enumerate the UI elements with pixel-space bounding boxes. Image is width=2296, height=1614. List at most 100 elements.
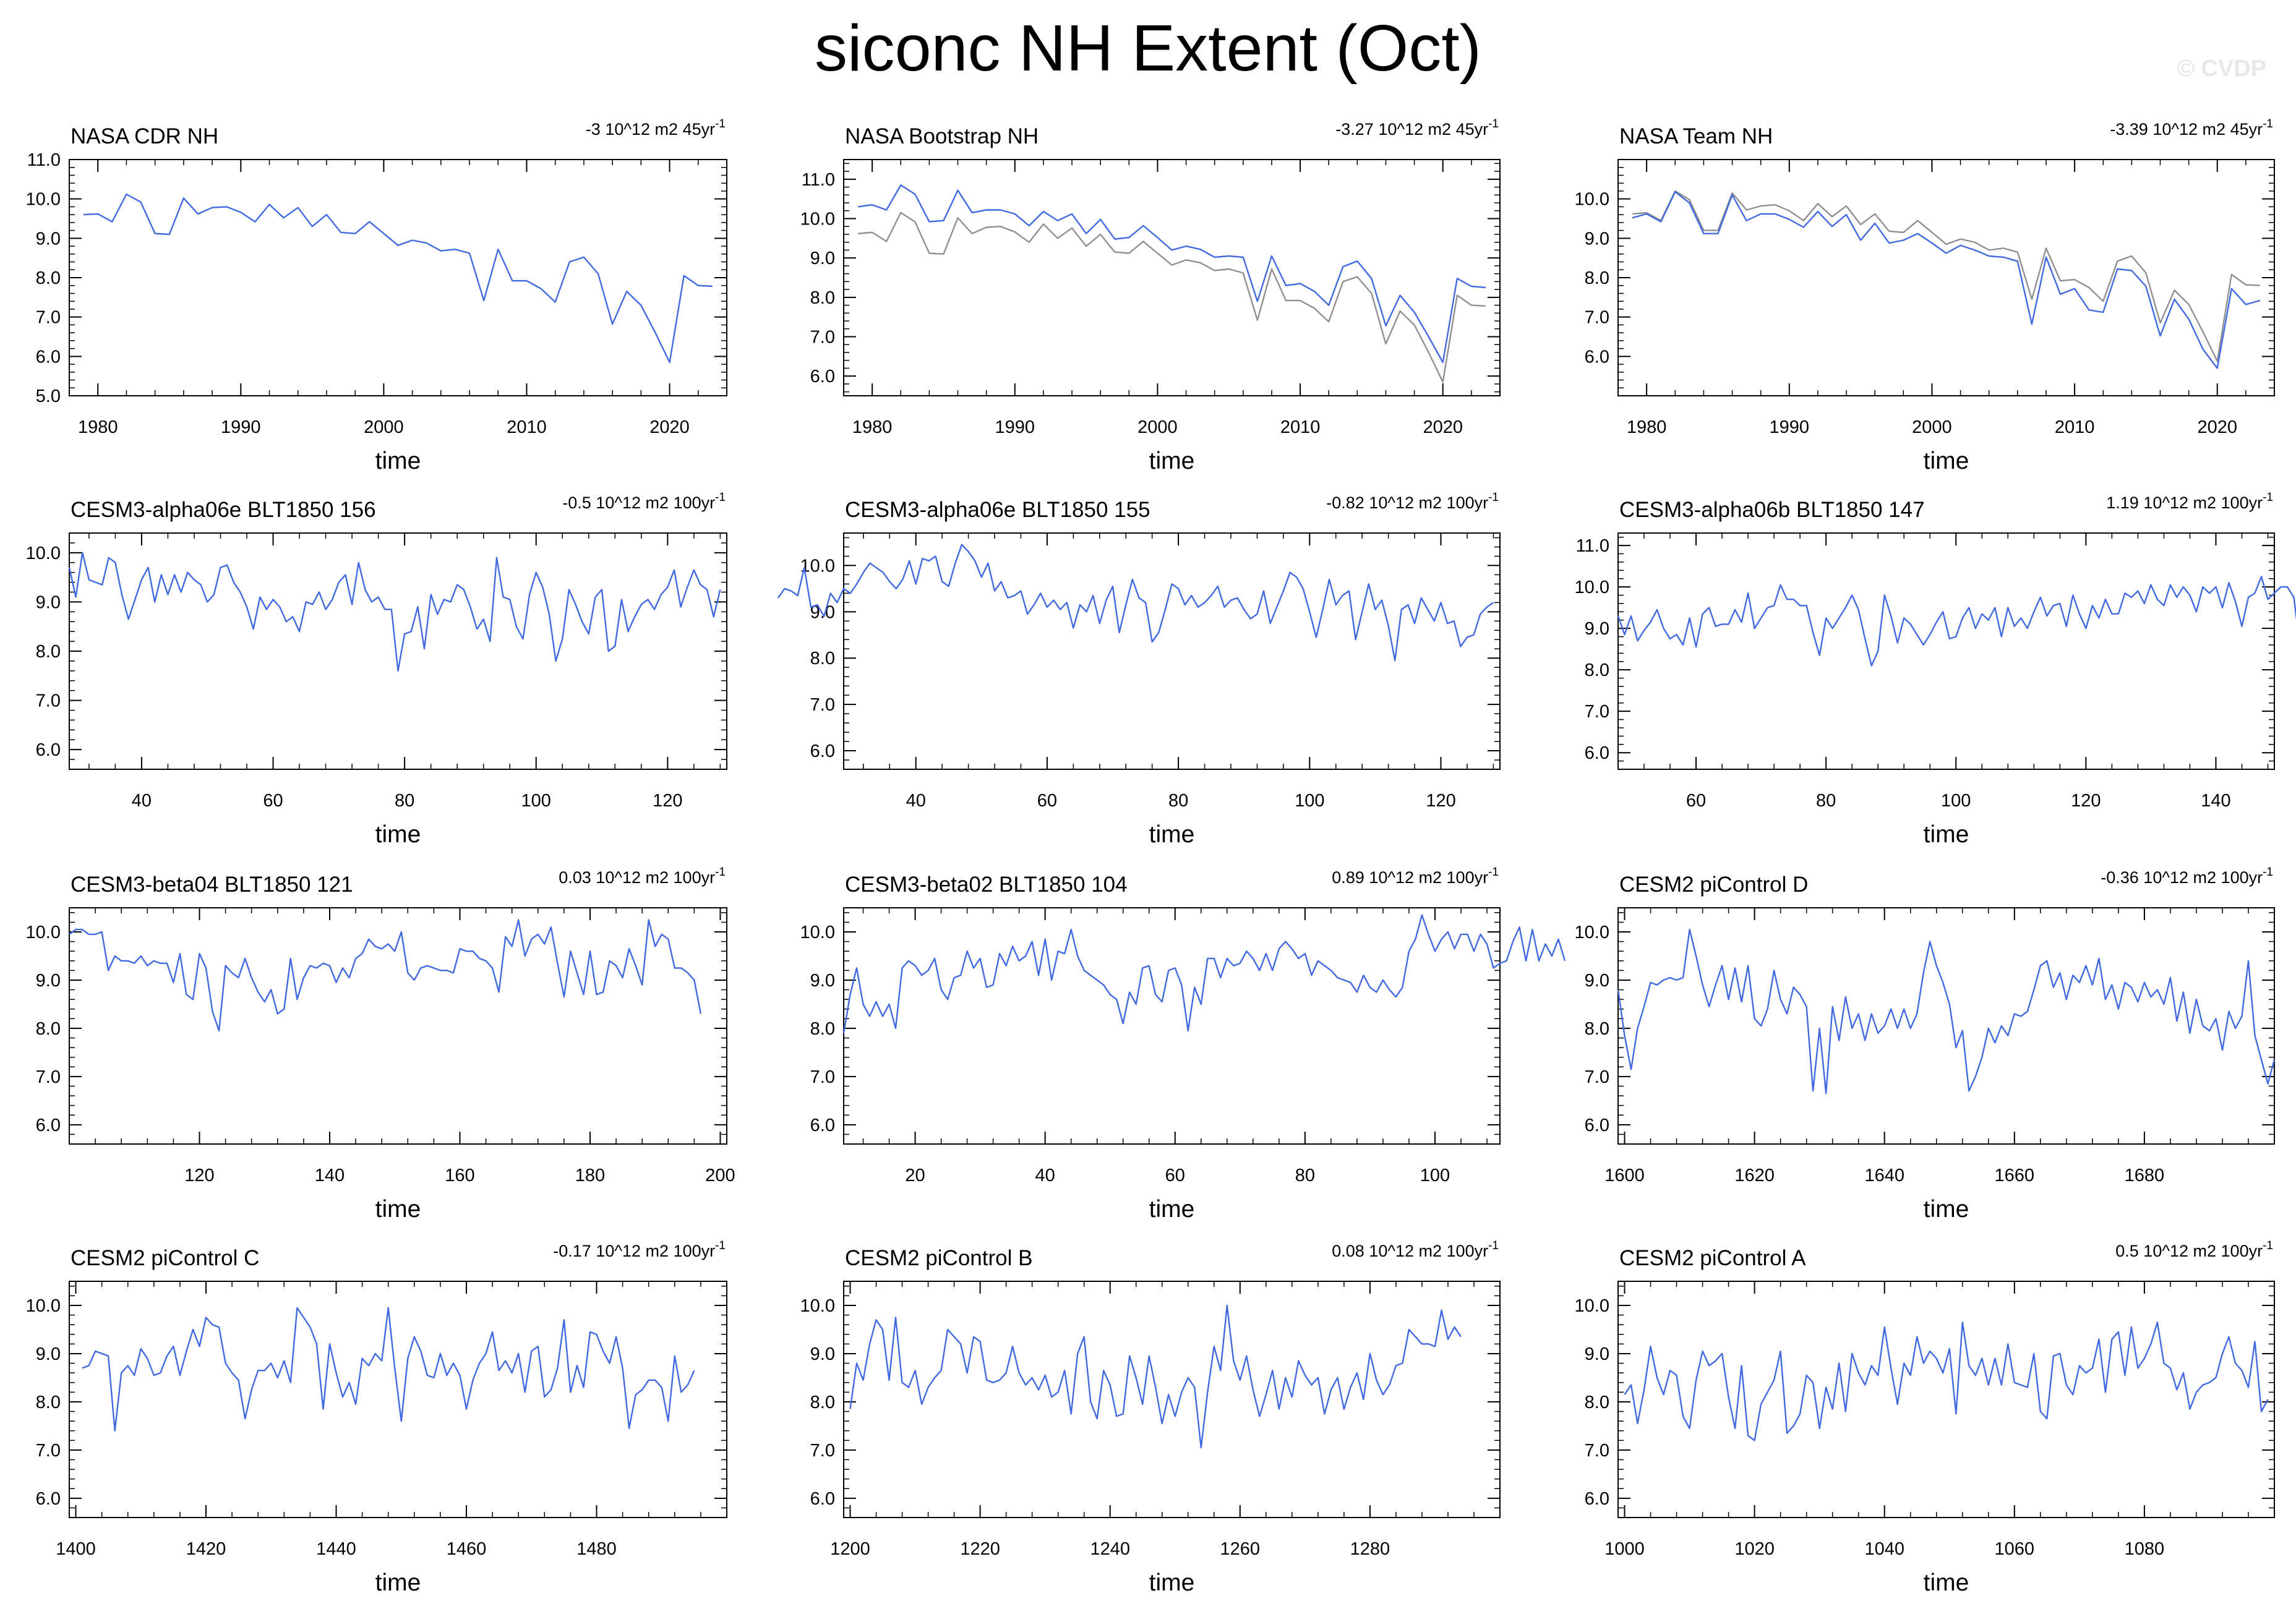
trend-label: -3.39 10^12 m2 45yr-1 [2110, 117, 2273, 139]
chart-panel: CESM3-alpha06b BLT1850 147 1.19 10^12 m2 … [1575, 491, 2296, 848]
x-tick-label: 100 [1420, 1166, 1450, 1185]
chart-panel: NASA CDR NH -3 10^12 m2 45yr-1 5.0 6.0 7.0 8.… [26, 117, 727, 474]
x-tick-label: 80 [395, 791, 414, 811]
x-tick-label: 200 [705, 1166, 735, 1185]
x-tick-label: 40 [906, 791, 926, 811]
chart-panel: NASA Bootstrap NH -3.27 10^12 m2 45yr-1 6.… [800, 117, 1501, 474]
x-tick-label: 40 [1035, 1166, 1055, 1185]
plot-frame [1617, 1281, 2275, 1518]
y-tick-label: 7.0 [36, 1441, 61, 1461]
chart-panel: CESM2 piControl C -0.17 10^12 m2 100yr-1 6… [26, 1239, 727, 1596]
y-tick-label: 10.0 [800, 556, 835, 576]
y-tick-label: 10.0 [800, 1296, 835, 1316]
chart-panel: NASA Team NH -3.39 10^12 m2 45yr-1 6.0 7.0 8… [1575, 117, 2275, 474]
y-tick-label: 8.0 [1585, 268, 1609, 288]
series-line [1617, 928, 2276, 1095]
series-line [842, 914, 1566, 1033]
x-tick-label: 120 [184, 1166, 214, 1185]
x-tick-label: 1620 [1734, 1166, 1775, 1185]
y-tick-label: 9.0 [1585, 229, 1609, 249]
series-line [849, 1304, 1462, 1449]
chart-panel: CESM2 piControl D -0.36 10^12 m2 100yr-1 6… [1575, 866, 2276, 1223]
series-line [69, 919, 702, 1032]
y-tick-label: 7.0 [36, 308, 61, 328]
series-line [1632, 191, 2261, 369]
y-tick-label: 7.0 [36, 1067, 61, 1087]
x-tick-label: 1980 [1627, 417, 1667, 437]
trend-label: 0.08 10^12 m2 100yr-1 [1332, 1239, 1499, 1260]
series-line [1617, 576, 2296, 667]
y-tick-label: 6.0 [810, 1489, 835, 1509]
y-tick-label: 9.0 [36, 229, 61, 249]
series-line [84, 193, 713, 364]
x-tick-label: 1600 [1604, 1166, 1645, 1185]
x-tick-label: 1660 [1995, 1166, 2035, 1185]
x-tick-label: 40 [132, 791, 152, 811]
plot-frame [1617, 159, 2275, 396]
y-tick-label: 10.0 [800, 923, 835, 942]
x-axis-label: time [375, 1196, 421, 1223]
y-tick-label: 6.0 [36, 1116, 61, 1135]
y-tick-label: 7.0 [36, 691, 61, 711]
y-tick-label: 6.0 [1585, 743, 1609, 763]
series-line [82, 1307, 695, 1432]
x-tick-label: 1400 [56, 1539, 96, 1559]
y-tick-label: 8.0 [36, 1019, 61, 1039]
y-tick-label: 5.0 [36, 386, 61, 406]
x-tick-label: 1460 [447, 1539, 487, 1559]
x-tick-label: 2000 [1137, 417, 1178, 437]
panel-title: NASA Bootstrap NH [845, 124, 1039, 148]
chart-panel: CESM2 piControl B 0.08 10^12 m2 100yr-1 6.… [800, 1239, 1501, 1596]
plot-frame [1617, 907, 2275, 1145]
panel-title: CESM2 piControl C [71, 1246, 259, 1270]
plot-frame [843, 1281, 1501, 1518]
trend-label: 0.89 10^12 m2 100yr-1 [1332, 866, 1499, 887]
x-tick-label: 100 [1295, 791, 1324, 811]
trend-label: 1.19 10^12 m2 100yr-1 [2106, 491, 2273, 512]
x-axis-label: time [375, 448, 421, 474]
x-tick-label: 1020 [1734, 1539, 1775, 1559]
panel-title: CESM2 piControl A [1619, 1246, 1806, 1270]
x-axis-label: time [1924, 448, 1969, 474]
x-tick-label: 80 [1816, 791, 1836, 811]
y-tick-label: 6.0 [36, 1489, 61, 1509]
y-tick-label: 7.0 [810, 1441, 835, 1461]
x-tick-label: 80 [1295, 1166, 1315, 1185]
y-tick-label: 8.0 [810, 1393, 835, 1412]
x-tick-label: 60 [263, 791, 283, 811]
y-tick-label: 6.0 [1585, 1489, 1609, 1509]
y-tick-label: 10.0 [26, 923, 61, 942]
page-title: siconc NH Extent (Oct) [815, 12, 1481, 85]
panel-title: CESM3-beta02 BLT1850 104 [845, 873, 1128, 897]
x-axis-label: time [1924, 1196, 1969, 1223]
y-tick-label: 6.0 [810, 741, 835, 761]
x-tick-label: 1080 [2125, 1539, 2165, 1559]
trend-label: -0.36 10^12 m2 100yr-1 [2101, 866, 2273, 887]
x-tick-label: 100 [521, 791, 551, 811]
x-tick-label: 1980 [78, 417, 118, 437]
y-tick-label: 9.0 [36, 971, 61, 991]
x-tick-label: 1220 [960, 1539, 1000, 1559]
trend-label: -3 10^12 m2 45yr-1 [586, 117, 726, 139]
y-tick-label: 10.0 [1575, 1296, 1609, 1316]
y-tick-label: 8.0 [1585, 660, 1609, 680]
panel-title: CESM3-alpha06e BLT1850 156 [71, 498, 376, 522]
y-tick-label: 7.0 [1585, 1441, 1609, 1461]
y-tick-label: 11.0 [27, 150, 61, 170]
y-tick-label: 9.0 [810, 249, 835, 268]
series-line [68, 552, 721, 672]
cvdp-watermark: © CVDP [2177, 56, 2266, 82]
x-tick-label: 1990 [221, 417, 261, 437]
panel-title: CESM2 piControl D [1619, 873, 1808, 897]
trend-label: 0.03 10^12 m2 100yr-1 [559, 866, 726, 887]
panel-title: CESM3-beta04 BLT1850 121 [71, 873, 353, 897]
x-axis-label: time [1149, 821, 1195, 848]
x-tick-label: 1480 [576, 1539, 617, 1559]
x-tick-label: 1680 [2125, 1166, 2165, 1185]
y-tick-label: 11.0 [802, 170, 835, 190]
y-tick-label: 6.0 [1585, 1116, 1609, 1135]
x-tick-label: 1060 [1995, 1539, 2035, 1559]
panel-title: CESM3-alpha06b BLT1850 147 [1619, 498, 1925, 522]
panel-title: CESM2 piControl B [845, 1246, 1032, 1270]
x-tick-label: 1000 [1604, 1539, 1645, 1559]
